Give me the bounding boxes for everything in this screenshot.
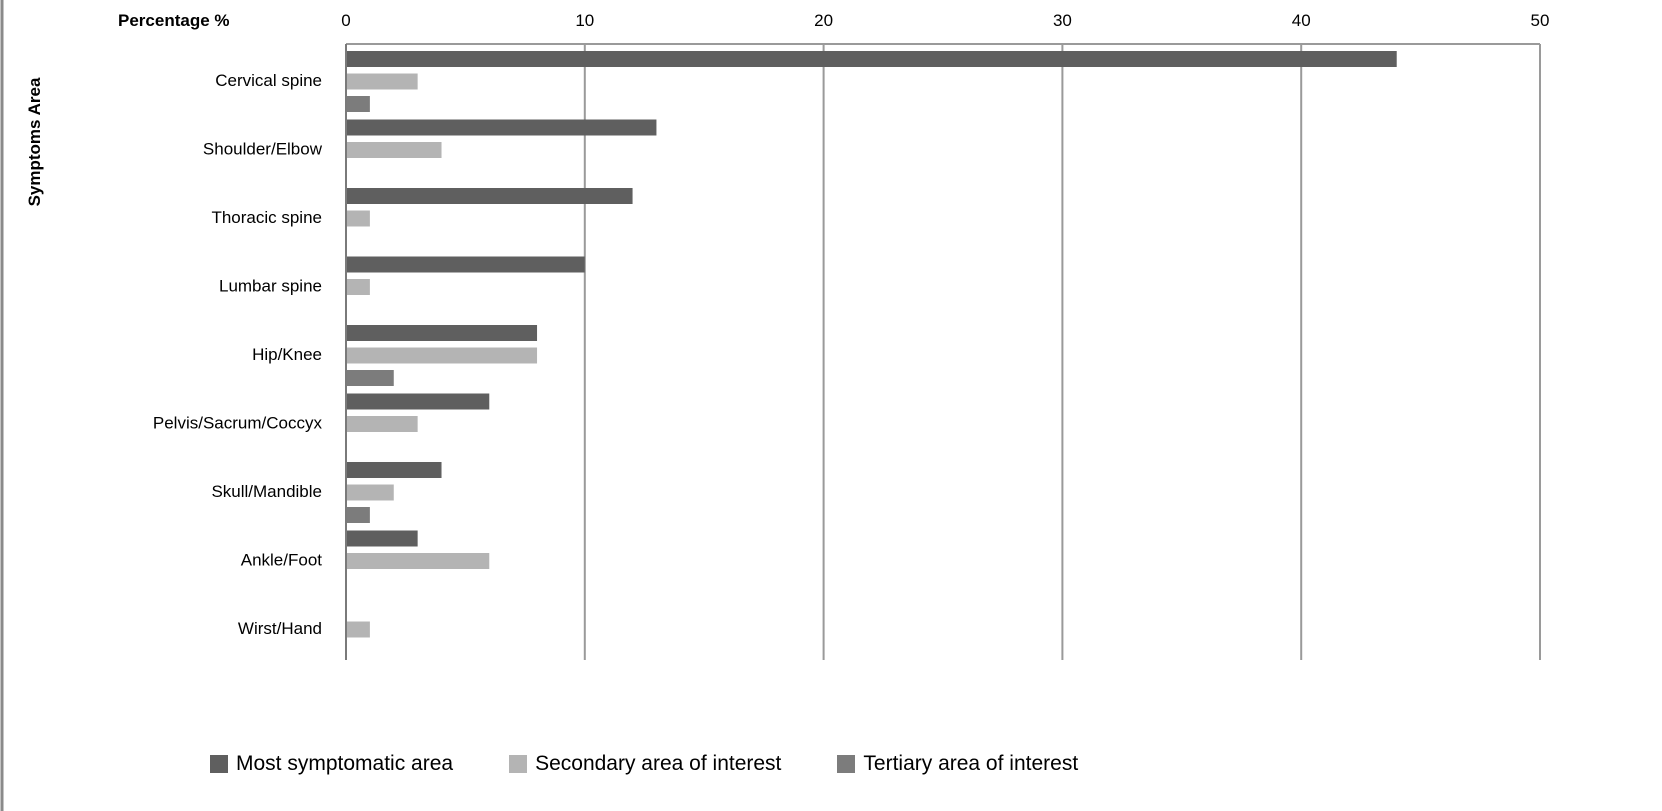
bar — [346, 51, 1397, 67]
bar — [346, 621, 370, 638]
bar — [346, 507, 370, 523]
category-label: Skull/Mandible — [211, 482, 322, 501]
bar — [346, 347, 538, 364]
legend-label: Tertiary area of interest — [863, 752, 1079, 775]
category-label: Hip/Knee — [252, 345, 322, 364]
x-tick-label: 20 — [814, 11, 833, 30]
legend-swatch — [210, 755, 228, 773]
legend-swatch — [837, 755, 856, 773]
bar — [346, 553, 490, 569]
legend: Most symptomatic area Secondary area of … — [210, 752, 1078, 776]
bar — [346, 530, 418, 547]
x-axis-title: Percentage % — [118, 11, 230, 30]
bar — [346, 462, 442, 478]
bar — [346, 119, 657, 136]
legend-swatch — [509, 755, 528, 773]
bar — [346, 416, 418, 432]
legend-item-most-symptomatic: Most symptomatic area — [210, 752, 453, 776]
axes — [0, 0, 1540, 811]
legend-item-secondary: Secondary area of interest — [509, 752, 781, 776]
category-label: Cervical spine — [215, 71, 322, 90]
category-labels: Cervical spine Shoulder/Elbow Thoracic spi… — [153, 71, 323, 638]
bar — [346, 325, 538, 341]
legend-label: Most symptomatic area — [236, 752, 454, 775]
bar — [346, 210, 370, 227]
bar — [346, 73, 418, 90]
legend-item-tertiary: Tertiary area of interest — [837, 752, 1078, 776]
bar — [346, 279, 370, 295]
gridlines — [583, 44, 1541, 660]
category-label: Ankle/Foot — [241, 551, 323, 570]
bar — [346, 96, 370, 112]
x-tick-label: 40 — [1292, 11, 1311, 30]
bar — [346, 142, 442, 158]
bar — [346, 188, 633, 204]
bar — [346, 256, 585, 273]
x-tick-label: 10 — [575, 11, 594, 30]
bar — [346, 393, 490, 410]
bars — [346, 51, 1397, 638]
x-tick-label: 50 — [1531, 11, 1550, 30]
x-tick-label: 0 — [341, 11, 350, 30]
bar — [346, 484, 394, 501]
category-label: Wirst/Hand — [238, 619, 322, 638]
category-label: Lumbar spine — [219, 277, 322, 296]
category-label: Shoulder/Elbow — [203, 140, 323, 159]
bar — [346, 370, 394, 386]
legend-label: Secondary area of interest — [535, 752, 782, 775]
x-tick-labels: 0 10 20 30 40 50 — [341, 11, 1549, 30]
y-axis-title: Symptoms Area — [25, 77, 44, 206]
category-label: Thoracic spine — [211, 208, 322, 227]
x-tick-label: 30 — [1053, 11, 1072, 30]
category-label: Pelvis/Sacrum/Coccyx — [153, 414, 323, 433]
